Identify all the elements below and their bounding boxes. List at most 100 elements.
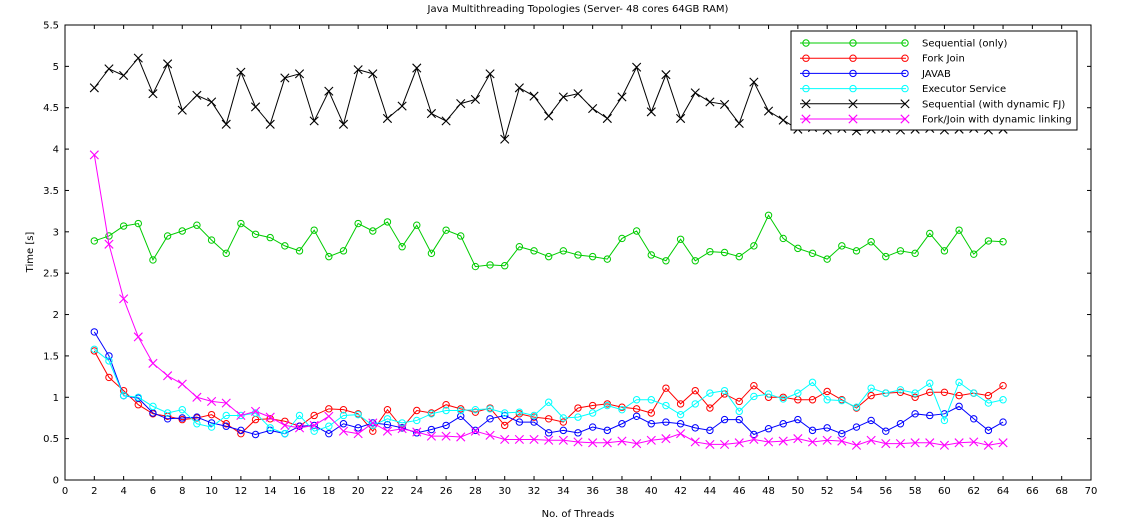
data-point <box>955 391 963 400</box>
x-tick-label: 66 <box>1026 486 1039 497</box>
data-point <box>178 414 186 422</box>
data-point <box>926 411 934 420</box>
data-point <box>149 256 157 264</box>
data-point <box>441 116 451 126</box>
data-point <box>618 420 626 428</box>
data-point <box>471 426 480 435</box>
data-point <box>486 261 494 269</box>
data-point <box>706 404 714 412</box>
data-point <box>705 97 715 107</box>
data-point <box>134 393 142 401</box>
data-point <box>309 116 319 126</box>
data-point <box>500 434 510 445</box>
data-point <box>866 435 876 445</box>
data-point <box>339 411 348 420</box>
data-point <box>574 404 582 412</box>
data-point <box>544 111 554 121</box>
series-3 <box>90 345 1007 438</box>
data-point <box>808 378 817 387</box>
data-point <box>852 423 861 431</box>
data-point <box>984 391 993 400</box>
data-point <box>764 211 773 219</box>
legend-swatch-marker <box>802 69 810 78</box>
x-tick-label: 56 <box>879 486 892 497</box>
data-point <box>764 390 773 398</box>
data-point <box>250 406 261 416</box>
data-point <box>442 406 450 415</box>
data-point <box>529 434 539 445</box>
data-point <box>251 430 260 439</box>
legend: Sequential (only) Fork Join JAVAB Executor … <box>790 30 1078 131</box>
data-point <box>998 438 1008 448</box>
data-point <box>149 402 157 411</box>
data-point <box>530 247 538 255</box>
data-point <box>895 439 906 449</box>
x-tick-label: 58 <box>909 486 922 497</box>
data-point <box>822 435 832 445</box>
data-point <box>310 421 318 430</box>
data-point <box>647 251 655 259</box>
data-point <box>163 371 173 381</box>
data-point <box>325 252 333 261</box>
y-tick-label: 4 <box>53 145 59 156</box>
data-point <box>999 381 1007 390</box>
legend-box <box>790 30 1078 131</box>
y-tick-label: 0 <box>53 476 59 487</box>
data-point <box>412 63 422 73</box>
data-point <box>969 437 979 447</box>
data-point <box>413 221 421 229</box>
y-axis-label: Time [s] <box>25 232 36 274</box>
data-point <box>940 388 949 397</box>
data-point <box>618 405 626 414</box>
data-point <box>193 420 201 428</box>
data-point <box>133 332 143 342</box>
data-point <box>485 430 495 440</box>
data-point <box>867 384 875 392</box>
data-point <box>456 99 466 109</box>
data-point <box>501 409 509 417</box>
x-tick-label: 22 <box>381 486 394 497</box>
legend-swatch-marker <box>901 84 909 93</box>
data-point <box>896 386 905 394</box>
data-point <box>632 439 642 449</box>
data-point <box>838 242 846 250</box>
data-point <box>720 386 729 395</box>
legend-swatch-marker <box>801 114 811 124</box>
data-point <box>89 83 99 93</box>
legend-item: Fork Join <box>800 54 965 65</box>
legend-label: Sequential (only) <box>922 39 1008 50</box>
data-point <box>646 435 656 445</box>
x-tick-label: 20 <box>352 486 365 497</box>
data-point <box>632 227 641 235</box>
data-point <box>734 118 744 129</box>
data-point <box>294 423 305 433</box>
y-tick-label: 0.5 <box>43 434 59 445</box>
data-point <box>398 419 406 427</box>
data-point <box>457 412 465 420</box>
data-point <box>955 402 963 411</box>
x-tick-label: 26 <box>440 486 453 497</box>
legend-swatch-marker <box>849 84 857 93</box>
data-point <box>310 226 318 234</box>
data-point <box>501 411 509 420</box>
legend-label: JAVAB <box>921 69 951 80</box>
x-tick-label: 34 <box>557 486 570 497</box>
data-point <box>486 405 494 413</box>
data-point <box>310 427 318 435</box>
data-point <box>574 413 582 421</box>
data-point <box>823 387 831 396</box>
data-point <box>544 435 554 445</box>
data-point <box>618 234 626 243</box>
y-axis: 0 0.5 1 1.5 2 2.5 3 3.5 4 4.5 5 5.5 <box>43 21 1091 487</box>
data-point <box>338 426 349 436</box>
data-point <box>339 405 348 414</box>
x-tick-label: 10 <box>205 486 218 497</box>
data-point <box>368 69 378 79</box>
data-point <box>706 389 714 397</box>
data-point <box>603 255 612 263</box>
data-point <box>105 352 113 360</box>
data-point <box>940 247 949 255</box>
data-point <box>837 436 847 446</box>
data-point <box>647 409 655 417</box>
